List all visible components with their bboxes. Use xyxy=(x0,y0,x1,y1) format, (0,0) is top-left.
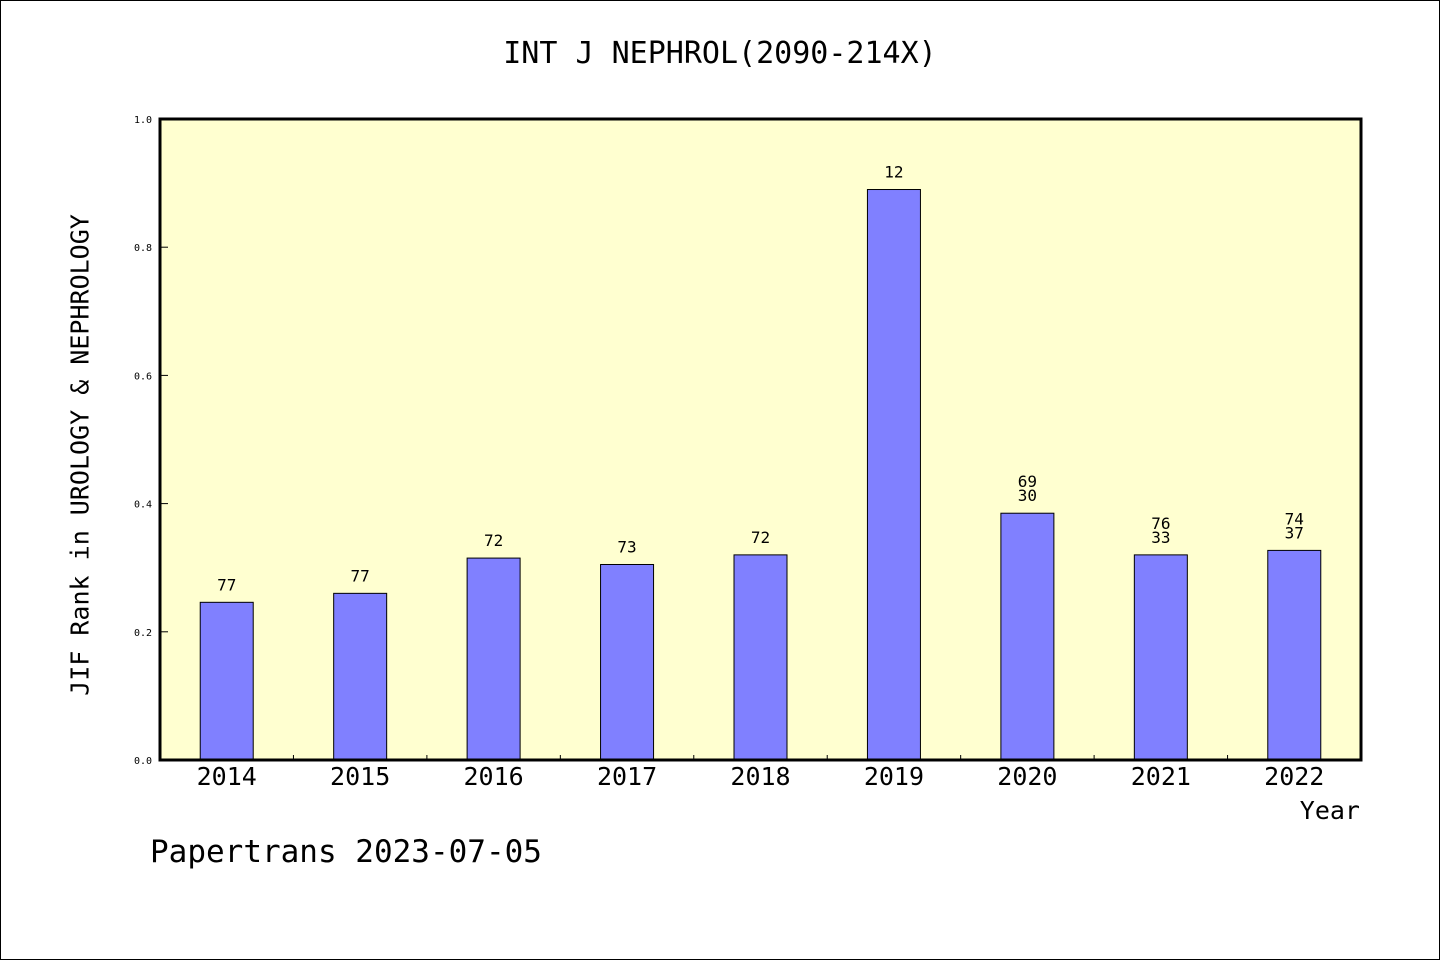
y-tick-label: 0.8 xyxy=(134,243,152,254)
x-tick-label: 2018 xyxy=(730,762,790,791)
bar-value-label: 72 xyxy=(751,528,770,547)
bar-value-label: 73 xyxy=(617,537,636,556)
x-tick-label: 2020 xyxy=(997,762,1057,791)
bar xyxy=(866,189,921,761)
x-tick-label: 2019 xyxy=(864,762,924,791)
bar xyxy=(466,557,521,761)
bar-value-label: 77 xyxy=(351,566,370,585)
bar xyxy=(733,554,788,761)
bar-value-label: 72 xyxy=(484,531,503,550)
bar xyxy=(199,601,254,761)
bar-value-label: 76 xyxy=(1151,514,1170,533)
bar-value-label: 30 xyxy=(1018,486,1037,505)
bar-value-label: 12 xyxy=(884,163,903,182)
y-tick-label: 0.4 xyxy=(134,500,152,511)
bar xyxy=(1133,554,1188,761)
bar xyxy=(1267,549,1322,761)
y-tick-label: 1.0 xyxy=(134,115,152,126)
y-tick-label: 0.2 xyxy=(134,628,152,639)
x-tick-label: 2017 xyxy=(597,762,657,791)
y-tick-label: 0.6 xyxy=(134,371,152,382)
x-tick-label: 2021 xyxy=(1131,762,1191,791)
x-tick-label: 2022 xyxy=(1264,762,1324,791)
bar xyxy=(1000,512,1055,761)
bar xyxy=(333,592,388,761)
plot-border xyxy=(158,117,1363,762)
x-tick-label: 2016 xyxy=(464,762,524,791)
x-axis-label: Year xyxy=(1299,796,1360,825)
bar-value-label: 77 xyxy=(217,575,236,594)
chart-title: INT J NEPHROL(2090-214X) xyxy=(503,36,937,71)
bar-value-label: 74 xyxy=(1285,509,1304,528)
x-tick-label: 2014 xyxy=(197,762,257,791)
bar xyxy=(600,563,655,761)
bar-value-label: 69 xyxy=(1018,472,1037,491)
footer-watermark: Papertrans 2023-07-05 xyxy=(150,834,542,870)
bar-value-label: 33 xyxy=(1151,528,1170,547)
x-tick-label: 2015 xyxy=(330,762,390,791)
y-tick-label: 0.0 xyxy=(134,756,152,767)
bar-value-label: 37 xyxy=(1285,523,1304,542)
